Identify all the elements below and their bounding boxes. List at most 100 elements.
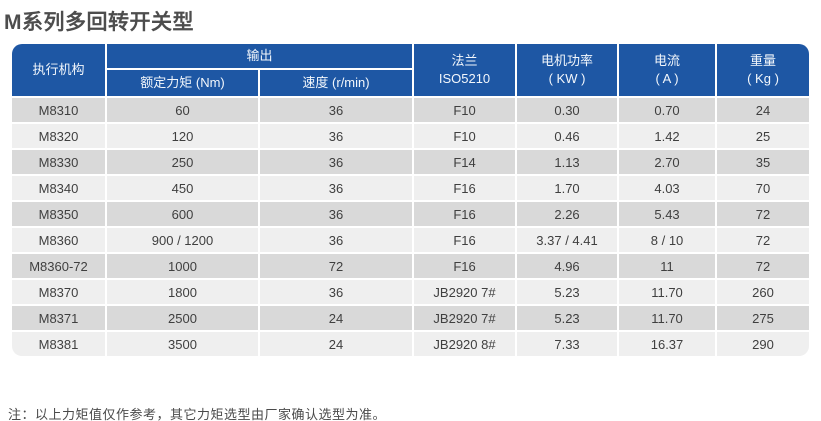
table-row: M8381 3500 24 JB2920 8# 7.33 16.37 290 xyxy=(12,332,810,356)
cell-speed: 36 xyxy=(260,98,413,122)
cell-torque: 600 xyxy=(107,202,258,226)
cell-torque: 450 xyxy=(107,176,258,200)
cell-model: M8370 xyxy=(12,280,105,304)
cell-power: 2.26 xyxy=(517,202,618,226)
cell-flange: JB2920 7# xyxy=(414,280,516,304)
cell-weight: 260 xyxy=(717,280,810,304)
cell-speed: 72 xyxy=(260,254,413,278)
col-header-actuator: 执行机构 xyxy=(12,44,105,96)
cell-flange: F10 xyxy=(414,98,516,122)
cell-model: M8330 xyxy=(12,150,105,174)
cell-model: M8371 xyxy=(12,306,105,330)
cell-torque: 60 xyxy=(107,98,258,122)
cell-power: 7.33 xyxy=(517,332,618,356)
cell-weight: 70 xyxy=(717,176,810,200)
page-title: M系列多回转开关型 xyxy=(4,11,194,34)
cell-power: 0.30 xyxy=(517,98,618,122)
cell-torque: 900 / 1200 xyxy=(107,228,258,252)
cell-torque: 2500 xyxy=(107,306,258,330)
col-header-current-line1: 电流 xyxy=(654,53,681,69)
col-header-power: 电机功率 ( KW ) xyxy=(517,44,618,96)
cell-current: 2.70 xyxy=(619,150,716,174)
cell-model: M8360 xyxy=(12,228,105,252)
table-row: M8360-72 1000 72 F16 4.96 11 72 xyxy=(12,254,810,278)
col-header-weight-line2: ( Kg ) xyxy=(747,71,779,86)
cell-power: 3.37 / 4.41 xyxy=(517,228,618,252)
cell-flange: JB2920 7# xyxy=(414,306,516,330)
cell-torque: 1000 xyxy=(107,254,258,278)
cell-power: 5.23 xyxy=(517,306,618,330)
col-header-flange-line2: ISO5210 xyxy=(438,71,491,86)
cell-speed: 36 xyxy=(260,176,413,200)
col-header-weight-line1: 重量 xyxy=(750,53,777,69)
cell-flange: JB2920 8# xyxy=(414,332,516,356)
col-header-weight: 重量 ( Kg ) xyxy=(717,44,810,96)
cell-current: 5.43 xyxy=(619,202,716,226)
table-row: M8371 2500 24 JB2920 7# 5.23 11.70 275 xyxy=(12,306,810,330)
cell-weight: 72 xyxy=(717,228,810,252)
cell-weight: 25 xyxy=(717,124,810,148)
cell-flange: F16 xyxy=(414,254,516,278)
cell-speed: 24 xyxy=(260,332,413,356)
col-header-speed: 速度 (r/min) xyxy=(260,70,413,96)
table-body: M8310 60 36 F10 0.30 0.70 24 M8320 120 3… xyxy=(12,98,810,356)
cell-current: 16.37 xyxy=(619,332,716,356)
cell-power: 4.96 xyxy=(517,254,618,278)
cell-current: 0.70 xyxy=(619,98,716,122)
cell-model: M8350 xyxy=(12,202,105,226)
col-header-power-line2: ( KW ) xyxy=(548,71,586,86)
cell-current: 11.70 xyxy=(619,280,716,304)
cell-flange: F14 xyxy=(414,150,516,174)
cell-speed: 36 xyxy=(260,150,413,174)
cell-weight: 290 xyxy=(717,332,810,356)
cell-speed: 36 xyxy=(260,202,413,226)
cell-speed: 36 xyxy=(260,124,413,148)
table-row: M8350 600 36 F16 2.26 5.43 72 xyxy=(12,202,810,226)
footnote: 注：以上力矩值仅作参考，其它力矩选型由厂家确认选型为准。 xyxy=(8,407,387,421)
cell-torque: 120 xyxy=(107,124,258,148)
cell-weight: 24 xyxy=(717,98,810,122)
cell-torque: 250 xyxy=(107,150,258,174)
cell-model: M8310 xyxy=(12,98,105,122)
cell-speed: 36 xyxy=(260,228,413,252)
spec-table: 执行机构 输出 法兰 ISO5210 电机功率 ( KW ) 电流 ( A ) … xyxy=(10,42,811,358)
cell-model: M8360-72 xyxy=(12,254,105,278)
col-header-current-line2: ( A ) xyxy=(655,71,679,86)
cell-weight: 72 xyxy=(717,202,810,226)
cell-speed: 36 xyxy=(260,280,413,304)
table-row: M8360 900 / 1200 36 F16 3.37 / 4.41 8 / … xyxy=(12,228,810,252)
cell-power: 1.13 xyxy=(517,150,618,174)
table-header: 执行机构 输出 法兰 ISO5210 电机功率 ( KW ) 电流 ( A ) … xyxy=(12,44,810,96)
cell-model: M8381 xyxy=(12,332,105,356)
col-header-flange-line1: 法兰 xyxy=(451,53,478,69)
cell-flange: F16 xyxy=(414,176,516,200)
table-row: M8340 450 36 F16 1.70 4.03 70 xyxy=(12,176,810,200)
cell-weight: 275 xyxy=(717,306,810,330)
table-row: M8330 250 36 F14 1.13 2.70 35 xyxy=(12,150,810,174)
cell-flange: F10 xyxy=(414,124,516,148)
col-header-output-group: 输出 xyxy=(107,44,413,68)
col-header-flange: 法兰 ISO5210 xyxy=(414,44,516,96)
col-header-power-line1: 电机功率 xyxy=(541,53,594,69)
col-header-torque: 额定力矩 (Nm) xyxy=(107,70,258,96)
table-row: M8310 60 36 F10 0.30 0.70 24 xyxy=(12,98,810,122)
col-header-current: 电流 ( A ) xyxy=(619,44,716,96)
cell-current: 11 xyxy=(619,254,716,278)
cell-power: 5.23 xyxy=(517,280,618,304)
cell-current: 4.03 xyxy=(619,176,716,200)
cell-model: M8340 xyxy=(12,176,105,200)
cell-torque: 3500 xyxy=(107,332,258,356)
cell-torque: 1800 xyxy=(107,280,258,304)
cell-power: 0.46 xyxy=(517,124,618,148)
cell-weight: 72 xyxy=(717,254,810,278)
cell-model: M8320 xyxy=(12,124,105,148)
table-row: M8370 1800 36 JB2920 7# 5.23 11.70 260 xyxy=(12,280,810,304)
cell-speed: 24 xyxy=(260,306,413,330)
cell-weight: 35 xyxy=(717,150,810,174)
cell-current: 1.42 xyxy=(619,124,716,148)
cell-power: 1.70 xyxy=(517,176,618,200)
table-row: M8320 120 36 F10 0.46 1.42 25 xyxy=(12,124,810,148)
cell-current: 8 / 10 xyxy=(619,228,716,252)
cell-flange: F16 xyxy=(414,228,516,252)
